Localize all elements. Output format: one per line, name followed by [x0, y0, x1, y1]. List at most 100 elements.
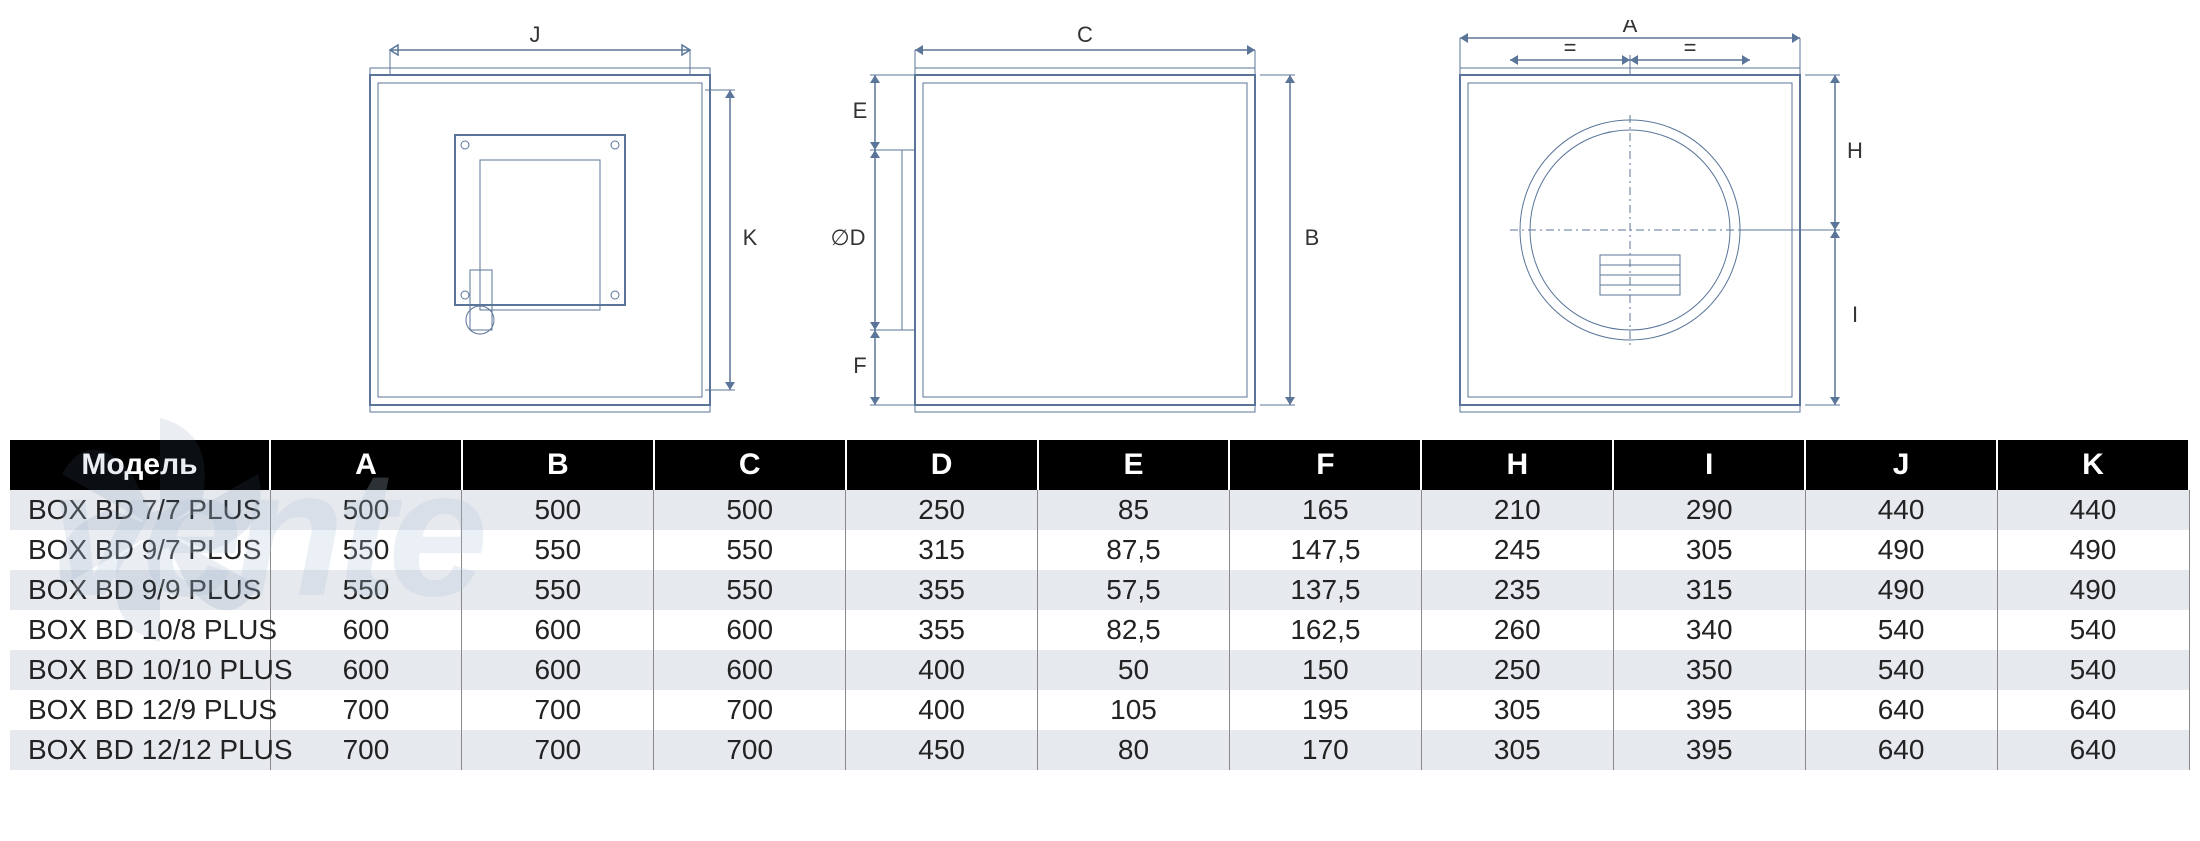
cell-value: 400 — [846, 650, 1038, 690]
cell-value: 80 — [1038, 730, 1230, 770]
dim-h: H — [1847, 138, 1863, 163]
cell-value: 450 — [846, 730, 1038, 770]
cell-value: 500 — [462, 490, 654, 530]
cell-value: 490 — [1997, 570, 2189, 610]
cell-value: 395 — [1613, 730, 1805, 770]
cell-value: 57,5 — [1038, 570, 1230, 610]
col-i: I — [1613, 440, 1805, 490]
spec-table-wrap: Модель A B C D E F H I J K BOX BD 7/7 PL… — [0, 440, 2200, 770]
cell-value: 305 — [1421, 690, 1613, 730]
cell-value: 400 — [846, 690, 1038, 730]
cell-value: 250 — [1421, 650, 1613, 690]
dim-eq2: = — [1684, 35, 1697, 60]
table-header-row: Модель A B C D E F H I J K — [10, 440, 2189, 490]
cell-value: 700 — [654, 690, 846, 730]
cell-value: 395 — [1613, 690, 1805, 730]
col-b: B — [462, 440, 654, 490]
cell-value: 245 — [1421, 530, 1613, 570]
cell-value: 600 — [462, 610, 654, 650]
table-row: BOX BD 10/8 PLUS60060060035582,5162,5260… — [10, 610, 2189, 650]
cell-value: 305 — [1421, 730, 1613, 770]
cell-value: 250 — [846, 490, 1038, 530]
cell-value: 355 — [846, 570, 1038, 610]
table-row: BOX BD 9/9 PLUS55055055035557,5137,52353… — [10, 570, 2189, 610]
table-row: BOX BD 9/7 PLUS55055055031587,5147,52453… — [10, 530, 2189, 570]
cell-value: 147,5 — [1229, 530, 1421, 570]
cell-value: 315 — [846, 530, 1038, 570]
dim-d: ∅D — [830, 225, 865, 250]
cell-value: 640 — [1997, 730, 2189, 770]
view-rear: A = = — [1400, 20, 1920, 430]
dim-i: I — [1852, 302, 1858, 327]
dim-a: A — [1623, 20, 1638, 37]
dim-k: K — [743, 225, 758, 250]
col-f: F — [1229, 440, 1421, 490]
cell-value: 355 — [846, 610, 1038, 650]
cell-value: 600 — [654, 650, 846, 690]
cell-value: 550 — [462, 570, 654, 610]
cell-value: 500 — [654, 490, 846, 530]
diagram-area: J K — [0, 0, 2200, 440]
cell-value: 540 — [1805, 610, 1997, 650]
col-j: J — [1805, 440, 1997, 490]
cell-value: 490 — [1805, 530, 1997, 570]
cell-value: 340 — [1613, 610, 1805, 650]
cell-value: 700 — [462, 730, 654, 770]
table-row: BOX BD 12/12 PLUS70070070045080170305395… — [10, 730, 2189, 770]
cell-value: 540 — [1997, 650, 2189, 690]
cell-model: BOX BD 12/9 PLUS — [10, 690, 270, 730]
dim-f: F — [853, 353, 866, 378]
cell-value: 87,5 — [1038, 530, 1230, 570]
cell-value: 600 — [462, 650, 654, 690]
spec-table: Модель A B C D E F H I J K BOX BD 7/7 PL… — [10, 440, 2190, 770]
table-row: BOX BD 10/10 PLUS60060060040050150250350… — [10, 650, 2189, 690]
cell-value: 700 — [270, 730, 462, 770]
cell-value: 105 — [1038, 690, 1230, 730]
col-k: K — [1997, 440, 2189, 490]
cell-value: 260 — [1421, 610, 1613, 650]
cell-value: 315 — [1613, 570, 1805, 610]
cell-value: 540 — [1805, 650, 1997, 690]
cell-value: 305 — [1613, 530, 1805, 570]
table-body: BOX BD 7/7 PLUS5005005002508516521029044… — [10, 490, 2189, 770]
cell-value: 162,5 — [1229, 610, 1421, 650]
col-d: D — [846, 440, 1038, 490]
col-h: H — [1421, 440, 1613, 490]
dim-eq1: = — [1564, 35, 1577, 60]
cell-value: 440 — [1805, 490, 1997, 530]
cell-value: 490 — [1997, 530, 2189, 570]
cell-value: 137,5 — [1229, 570, 1421, 610]
dim-j: J — [530, 22, 541, 47]
dim-c: C — [1077, 22, 1093, 47]
cell-value: 640 — [1805, 690, 1997, 730]
cell-value: 210 — [1421, 490, 1613, 530]
cell-value: 290 — [1613, 490, 1805, 530]
cell-model: BOX BD 12/12 PLUS — [10, 730, 270, 770]
cell-value: 85 — [1038, 490, 1230, 530]
cell-value: 165 — [1229, 490, 1421, 530]
cell-value: 490 — [1805, 570, 1997, 610]
cell-value: 50 — [1038, 650, 1230, 690]
table-row: BOX BD 7/7 PLUS5005005002508516521029044… — [10, 490, 2189, 530]
cell-value: 550 — [654, 530, 846, 570]
table-row: BOX BD 12/9 PLUS700700700400105195305395… — [10, 690, 2189, 730]
dim-e: E — [853, 98, 868, 123]
cell-value: 700 — [270, 690, 462, 730]
cell-value: 550 — [462, 530, 654, 570]
cell-value: 540 — [1997, 610, 2189, 650]
dim-b: B — [1305, 225, 1320, 250]
cell-value: 440 — [1997, 490, 2189, 530]
view-side: C B E ∅D — [820, 20, 1340, 430]
cell-value: 195 — [1229, 690, 1421, 730]
cell-value: 550 — [654, 570, 846, 610]
cell-value: 170 — [1229, 730, 1421, 770]
watermark-fan — [20, 390, 300, 670]
col-e: E — [1038, 440, 1230, 490]
cell-value: 700 — [462, 690, 654, 730]
cell-value: 700 — [654, 730, 846, 770]
cell-value: 235 — [1421, 570, 1613, 610]
cell-value: 350 — [1613, 650, 1805, 690]
cell-value: 150 — [1229, 650, 1421, 690]
cell-value: 82,5 — [1038, 610, 1230, 650]
cell-value: 600 — [654, 610, 846, 650]
